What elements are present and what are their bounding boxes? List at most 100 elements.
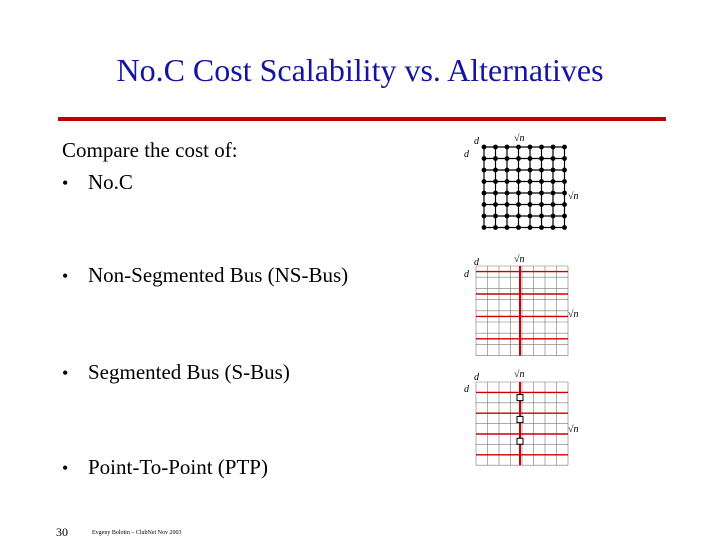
- bullet-ptp: • Point-To-Point (PTP): [62, 455, 268, 480]
- mesh-router-node: [562, 190, 567, 196]
- mesh-router-node: [562, 179, 567, 184]
- noc-sqrt-n-top-label: √n: [514, 133, 525, 144]
- mesh-router-node: [504, 225, 510, 230]
- bus-bridge: [516, 437, 524, 445]
- mesh-router-node: [493, 202, 498, 207]
- mesh-router-node: [550, 144, 556, 150]
- mesh-router-node: [481, 213, 487, 219]
- nsbus-d-left-label: d: [464, 269, 470, 280]
- mesh-router-node: [481, 225, 487, 230]
- bullet-noc: • No.C: [62, 170, 133, 195]
- bullet-icon: •: [62, 266, 69, 286]
- mesh-router-node: [527, 144, 533, 150]
- mesh-router-node: [539, 144, 544, 150]
- sbus-sqrt-n-top-label: √n: [514, 369, 525, 380]
- bus-bridge: [516, 415, 524, 423]
- bullet-noc-label: No.C: [88, 170, 133, 194]
- sbus-sqrt-n-right-label: √n: [568, 424, 579, 435]
- mesh-router-node: [493, 167, 498, 173]
- nsbus-sqrt-n-right-label: √n: [568, 309, 579, 320]
- bullet-ptp-label: Point-To-Point (PTP): [88, 455, 268, 479]
- mesh-router-node: [527, 213, 533, 219]
- mesh-router-node: [539, 202, 544, 207]
- mesh-router-node: [550, 213, 556, 219]
- sbus-d-top-label: d: [474, 372, 480, 383]
- noc-sqrt-n-right-label: √n: [568, 191, 579, 202]
- mesh-router-node: [481, 144, 487, 150]
- mesh-router-node: [562, 213, 567, 219]
- mesh-router-node: [562, 202, 567, 207]
- mesh-router-node: [562, 225, 567, 230]
- bullet-ns-bus: • Non-Segmented Bus (NS-Bus): [62, 263, 348, 288]
- mesh-router-node: [539, 190, 544, 196]
- bullet-icon: •: [62, 458, 69, 478]
- mesh-router-node: [539, 179, 544, 184]
- mesh-router-node: [539, 213, 544, 219]
- page-number: 30: [56, 525, 68, 539]
- mesh-router-node: [493, 225, 498, 230]
- mesh-router-node: [481, 190, 487, 196]
- mesh-router-node: [504, 156, 510, 161]
- mesh-router-node: [516, 190, 521, 196]
- bullet-s-bus-label: Segmented Bus (S-Bus): [88, 360, 290, 384]
- mesh-router-node: [504, 202, 510, 207]
- mesh-router-node: [504, 213, 510, 219]
- mesh-router-node: [516, 179, 521, 184]
- noc-mesh-diagram: [481, 144, 567, 230]
- slide-title: No.C Cost Scalability vs. Alternatives: [116, 52, 604, 88]
- bus-bridge: [516, 394, 524, 402]
- mesh-router-node: [493, 156, 498, 161]
- bullet-icon: •: [62, 363, 69, 383]
- mesh-router-node: [481, 167, 487, 173]
- ns-bus-diagram: [475, 265, 569, 356]
- mesh-router-node: [481, 202, 487, 207]
- mesh-router-node: [504, 179, 510, 184]
- mesh-router-node: [539, 156, 544, 161]
- mesh-router-node: [493, 213, 498, 219]
- title-underline: [58, 117, 666, 121]
- mesh-router-node: [527, 167, 533, 173]
- mesh-router-node: [481, 179, 487, 184]
- nsbus-sqrt-n-top-label: √n: [514, 254, 525, 265]
- mesh-router-node: [516, 202, 521, 207]
- bullet-ns-bus-label: Non-Segmented Bus (NS-Bus): [88, 263, 349, 287]
- nsbus-d-top-label: d: [474, 257, 480, 268]
- mesh-router-node: [516, 167, 521, 173]
- mesh-router-node: [481, 156, 487, 161]
- mesh-router-node: [493, 179, 498, 184]
- bullet-s-bus: • Segmented Bus (S-Bus): [62, 360, 290, 385]
- mesh-router-node: [504, 144, 510, 150]
- sbus-d-left-label: d: [464, 384, 470, 395]
- mesh-router-node: [562, 144, 567, 150]
- mesh-router-node: [550, 190, 556, 196]
- mesh-router-node: [550, 202, 556, 207]
- mesh-router-node: [516, 213, 521, 219]
- mesh-router-node: [527, 179, 533, 184]
- mesh-router-node: [493, 190, 498, 196]
- mesh-router-node: [516, 144, 521, 150]
- mesh-router-node: [516, 156, 521, 161]
- noc-d-top-label: d: [474, 136, 480, 147]
- mesh-router-node: [539, 167, 544, 173]
- mesh-router-node: [504, 190, 510, 196]
- mesh-router-node: [539, 225, 544, 230]
- mesh-router-node: [550, 225, 556, 230]
- mesh-router-node: [504, 167, 510, 173]
- intro-text: Compare the cost of:: [62, 138, 238, 162]
- mesh-router-node: [550, 167, 556, 173]
- mesh-router-node: [527, 225, 533, 230]
- mesh-router-node: [550, 179, 556, 184]
- mesh-router-node: [562, 167, 567, 173]
- bullet-icon: •: [62, 173, 69, 193]
- mesh-router-node: [527, 156, 533, 161]
- mesh-router-node: [516, 225, 521, 230]
- s-bus-diagram: [475, 381, 569, 466]
- noc-d-left-label: d: [464, 149, 470, 160]
- mesh-router-node: [550, 156, 556, 161]
- mesh-router-node: [493, 144, 498, 150]
- mesh-router-node: [527, 190, 533, 196]
- mesh-router-node: [562, 156, 567, 161]
- footer-credit: Evgeny Bolotin – ClubNet Nov 2003: [92, 530, 182, 536]
- mesh-router-node: [527, 202, 533, 207]
